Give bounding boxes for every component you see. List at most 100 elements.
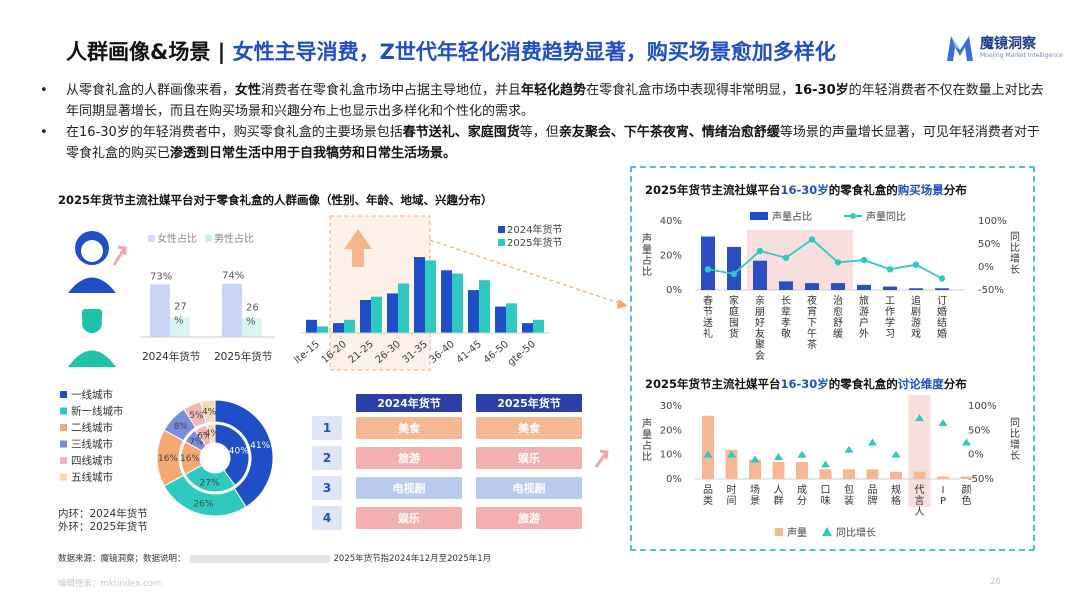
gender-female-value: 74%: [222, 271, 244, 282]
dim-yoy-marker: [774, 453, 783, 461]
dim-category-label: 品牌: [868, 484, 878, 507]
age-tick-label: lte-15: [292, 339, 321, 366]
face: [81, 240, 103, 262]
connector-arrow-icon: [617, 299, 628, 309]
donut-inner-slice: [205, 423, 216, 445]
scene-left-tick: 20%: [660, 251, 682, 262]
dim-volume-bar: [913, 471, 926, 479]
scene-volume-bar: [753, 260, 767, 290]
dim-right-tick: 50%: [968, 425, 990, 436]
dim-category-label: 人群: [774, 484, 784, 507]
age-bar-2025: [344, 319, 355, 333]
bullet-text-1: 从零食礼盒的人群画像来看，女性消费者在零食礼盒市场中占据主导地位，并且年轻化趋势…: [66, 80, 1050, 122]
logo-icon: [947, 36, 973, 61]
scene-panel: [630, 166, 1035, 551]
dim-right-tick: 0%: [968, 450, 984, 461]
scene-category-label: 亲朋好友聚会: [755, 294, 765, 362]
up-arrow-icon: [112, 245, 127, 266]
age-bar-2025: [425, 260, 436, 333]
bullet-run: 渗透到日常生活中用于自我犒劳和日常生活场景。: [170, 146, 457, 161]
left-chart-title: 2025年货节主流社媒平台对于零食礼盒的人群画像（性别、年龄、地域、兴趣分布）: [58, 193, 493, 207]
brand-logo: 魔镜洞察 Moojing Market Intelligence: [945, 33, 1063, 63]
dim-category-label: 代言人: [915, 484, 925, 518]
dim-left-tick: 20%: [660, 425, 682, 436]
bullet-dot: •: [40, 125, 48, 140]
dim-volume-bar: [843, 469, 855, 479]
city-legend-swatch: [60, 391, 67, 398]
dim-left-tick: 30%: [660, 401, 682, 412]
interest-rank: 3: [312, 476, 342, 500]
bullet-run: 等场景的声量增长显著，可见年轻消费者对于零食礼盒的购买已: [66, 125, 1040, 161]
scene-right-axis-label: 同比增长: [1010, 231, 1020, 276]
dim-category-label: 场景: [750, 483, 760, 507]
dim-volume-bar: [749, 459, 761, 479]
donut-outer-note: 外环：2025年货节: [58, 520, 148, 533]
age-bar-2024: [495, 306, 506, 333]
scene-category-label: 治愈舒缓: [833, 294, 843, 340]
age-bar-2024: [333, 323, 344, 333]
donut-inner-label: 16%: [180, 454, 200, 464]
donut-inner-label: 27%: [200, 478, 220, 488]
gender-female-bar: [222, 283, 242, 337]
scene-category-label: 夜宵下午茶: [807, 294, 817, 351]
logo-tagline: Moojing Market Intelligence: [980, 52, 1063, 59]
discussion-title: 2025年货节主流社媒平台16-30岁的零食礼盒的讨论维度分布: [645, 377, 967, 391]
city-legend-swatch: [60, 440, 67, 448]
bullet-run: 16-30岁: [794, 83, 849, 98]
interest-up-arrow-icon: [594, 449, 609, 468]
male-icon: [68, 309, 116, 367]
gender-male-bar: [242, 318, 262, 337]
city-legend-label: 二线城市: [71, 421, 113, 434]
title-subtitle: 女性主导消费，Z世代年轻化消费趋势显著，购买场景愈加多样化: [232, 40, 836, 64]
scene-yoy-point: [730, 270, 738, 278]
dim-category-label: 包装: [844, 483, 854, 507]
dim-category-label: 时间: [727, 484, 737, 507]
interest-rank: 1: [312, 416, 342, 440]
scene-yoy-point: [704, 266, 712, 273]
interest-cell: 电视剧: [476, 477, 582, 499]
interest-cell: 电视剧: [356, 477, 462, 499]
scene-volume-bar: [701, 236, 715, 290]
scene-yoy-point: [886, 266, 894, 273]
age-bar-2025: [479, 280, 490, 333]
gender-male-value: 26: [246, 302, 259, 313]
city-legend-swatch: [60, 457, 67, 464]
logo-name: 魔镜洞察: [980, 36, 1036, 52]
donut-inner-label: 4%: [205, 429, 220, 439]
scene-volume-bar: [935, 288, 949, 290]
donut-outer-slice: [199, 399, 216, 424]
dim-legend-triangle-icon: [822, 527, 832, 536]
gender-male-pct: %: [174, 316, 184, 327]
data-source: 数据来源：魔镜洞察；数据说明： 2025年货节指2024年12月至2025年1月: [58, 554, 492, 564]
scene-volume-bar: [857, 284, 871, 290]
scene-right-tick: 50%: [978, 239, 1000, 250]
bullet-dot: •: [40, 83, 48, 98]
donut-outer-label: 16%: [158, 454, 178, 464]
donut-inner-label: 7%: [189, 437, 204, 447]
dim-volume-bar: [772, 461, 785, 479]
page-number: 26: [990, 577, 1001, 587]
footer-text: 编辑搜索：mktindex.com: [58, 579, 162, 589]
scene-yoy-point: [938, 275, 946, 282]
gender-category-label: 2024年货节: [142, 350, 200, 363]
bullet-run: 在16-30岁的年轻消费者中，购买零食礼盒的主要场景包括: [66, 125, 403, 140]
city-legend-swatch: [60, 473, 67, 481]
donut-inner-label: 40%: [229, 446, 249, 456]
gender-male-bar: [170, 317, 190, 337]
dim-yoy-marker: [915, 414, 924, 422]
age-up-arrow-icon: [344, 229, 372, 267]
age-bar-2024: [360, 300, 371, 333]
age-bar-2024: [468, 290, 479, 333]
body: [68, 350, 116, 367]
purchase-scene-title: 2025年货节主流社媒平台16-30岁的零食礼盒的购买场景分布: [645, 183, 967, 197]
scene-category-label: 工作学习: [885, 296, 895, 340]
legend-2024-label: 2024年货节: [507, 223, 562, 236]
scene-category-label: 家庭囤货: [729, 294, 739, 340]
donut-inner-label: 6%: [197, 431, 212, 441]
dim-category-label: 颜色: [962, 483, 972, 507]
bullet-run: 春节送礼、家庭囤货: [402, 125, 520, 140]
dim-volume-bar: [937, 476, 949, 479]
left-charts: 女性占比 男性占比73%27%2024年货节74%26%2025年货节2024年货…: [58, 215, 628, 533]
dim-category-label: 规格: [891, 483, 901, 507]
scene-category-label: 旅游户外: [859, 294, 869, 340]
